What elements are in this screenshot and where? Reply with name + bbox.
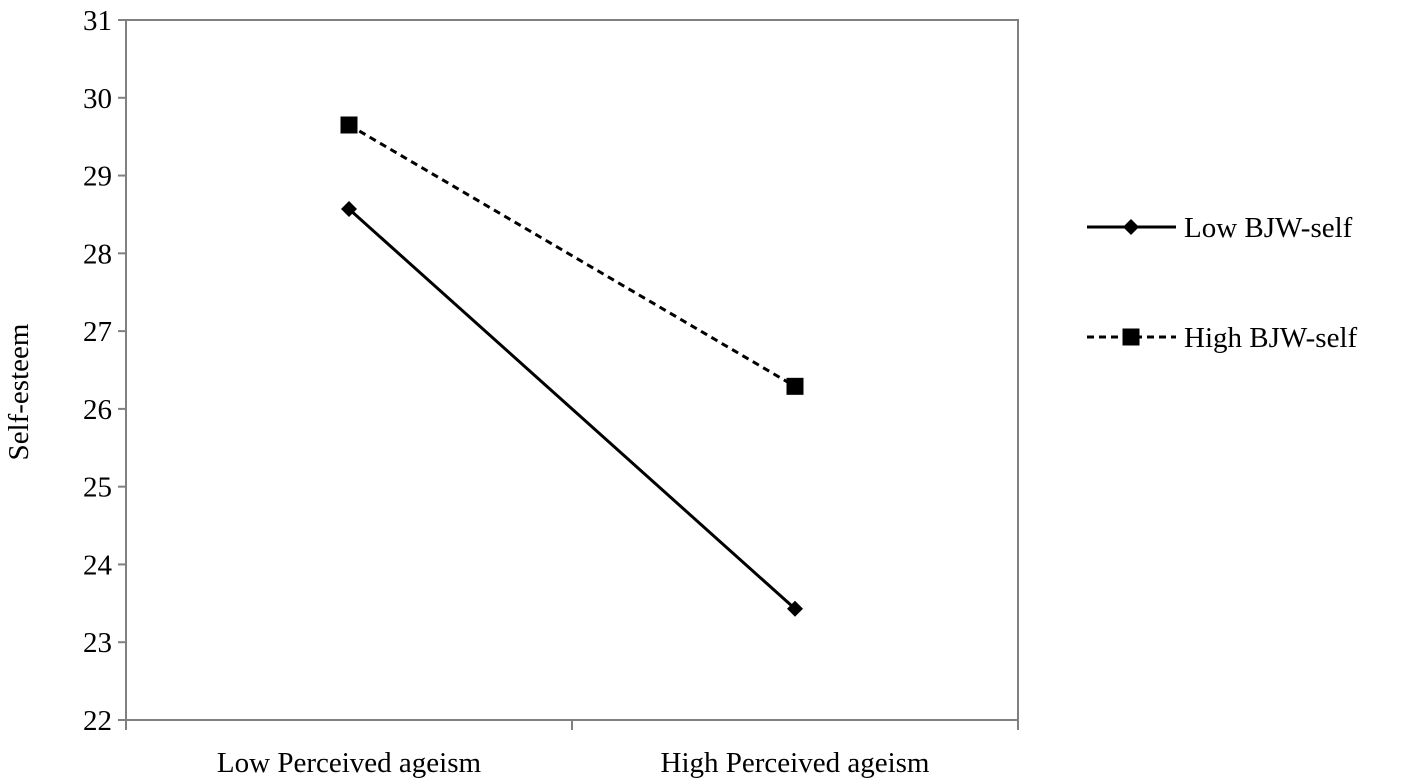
y-tick-label: 22 <box>83 705 112 737</box>
data-point <box>341 201 357 217</box>
y-tick-label: 24 <box>83 549 113 581</box>
legend-label: Low BJW-self <box>1184 212 1353 244</box>
x-axis-ticks: Low Perceived ageism High Perceived ageis… <box>125 720 1019 779</box>
series-line <box>348 123 796 388</box>
legend-marker <box>1123 219 1139 235</box>
y-tick-label: 26 <box>83 394 112 426</box>
y-tick-label: 27 <box>83 316 112 348</box>
y-axis-title: Self-esteem <box>3 323 35 460</box>
y-tick-label: 25 <box>83 472 112 504</box>
legend-label: High BJW-self <box>1184 322 1358 354</box>
series-line <box>347 207 797 610</box>
legend: Low BJW-self High BJW-self <box>1087 212 1358 354</box>
series-2 <box>340 116 804 395</box>
legend-item: Low BJW-self <box>1087 212 1353 244</box>
data-point <box>340 116 358 134</box>
series-1 <box>341 201 803 617</box>
legend-marker <box>1122 328 1140 346</box>
y-axis-ticks: 22 23 24 25 26 27 28 29 30 31 <box>83 5 126 737</box>
plot-frame <box>125 19 1019 721</box>
y-tick-label: 31 <box>83 5 112 37</box>
x-tick-label: High Perceived ageism <box>661 747 930 779</box>
legend-item: High BJW-self <box>1087 322 1358 354</box>
data-point <box>787 600 803 617</box>
y-tick-label: 28 <box>83 238 112 270</box>
y-tick-label: 23 <box>83 627 112 659</box>
series-layer <box>340 116 804 617</box>
x-tick-label: Low Perceived ageism <box>217 747 482 779</box>
data-point <box>786 377 804 395</box>
plot-area-border <box>125 19 1019 721</box>
y-tick-label: 30 <box>83 83 112 115</box>
y-tick-label: 29 <box>83 161 112 193</box>
